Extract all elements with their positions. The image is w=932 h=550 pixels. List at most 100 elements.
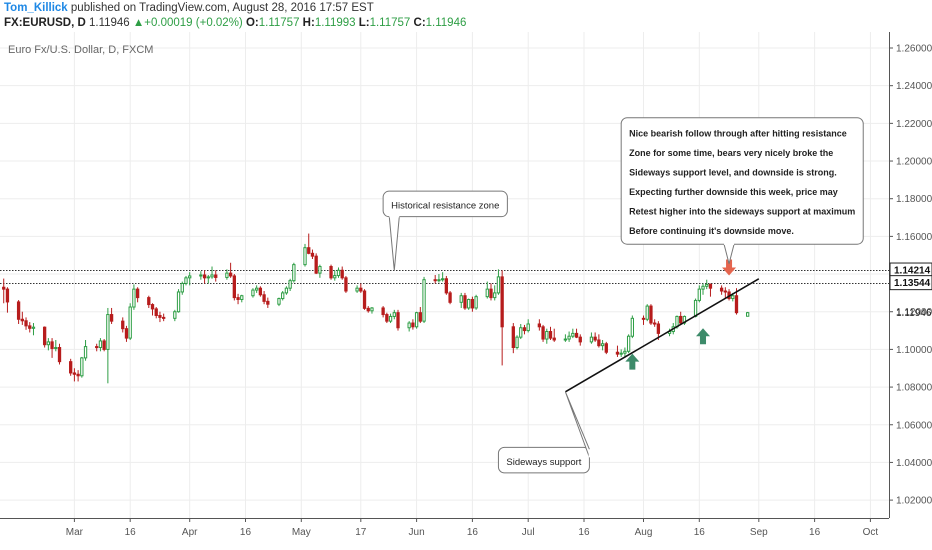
price-tick-label: 1.08000	[896, 383, 932, 394]
candle	[106, 307, 110, 384]
candle	[701, 283, 705, 295]
chart-background	[0, 32, 932, 550]
candle	[548, 326, 553, 340]
candle	[493, 285, 497, 301]
candle-body	[76, 373, 80, 377]
candle	[567, 331, 571, 342]
candle	[72, 368, 77, 382]
candle	[355, 285, 359, 293]
candle-body	[623, 350, 627, 354]
open-label: O:	[245, 17, 259, 29]
candle-body	[731, 295, 735, 300]
candles	[2, 233, 750, 384]
candle-body	[2, 286, 6, 290]
candle	[440, 272, 445, 282]
candle-body	[262, 294, 266, 302]
candle	[336, 267, 341, 278]
candle-body	[132, 288, 136, 308]
price-tick-label: 1.04000	[896, 458, 932, 469]
candle-body	[437, 279, 441, 282]
callouts: Historical resistance zone Sideways suppo…	[382, 117, 864, 474]
candle-body	[381, 307, 385, 316]
arrow-down-icon	[722, 259, 737, 276]
callout-text-line: Sideways support level, and downside is …	[629, 168, 837, 178]
callout-box	[497, 446, 590, 474]
candle	[202, 270, 207, 284]
price-chart[interactable]: Euro Fx/U.S. Dollar, D, FXCM Historical …	[0, 32, 932, 550]
candle-body	[463, 295, 467, 309]
change-value: +0.00019 (+0.02%)	[144, 17, 243, 29]
candle	[173, 309, 177, 322]
candle-body	[31, 326, 36, 329]
horizontal-levels	[0, 270, 889, 284]
publish-line: Tom_Killick published on TradingView.com…	[4, 2, 374, 14]
candle	[240, 294, 244, 303]
candle-body	[571, 332, 575, 337]
candle-body	[359, 287, 363, 292]
candle	[128, 303, 132, 340]
candle-body	[199, 274, 203, 277]
callout-text-line: Before continuing it's downside move.	[629, 226, 794, 236]
candle-body	[589, 336, 594, 343]
candle	[463, 292, 467, 310]
candle-body	[202, 274, 207, 279]
candle	[277, 297, 281, 307]
candle	[284, 286, 289, 295]
candle-body	[630, 317, 634, 337]
candle-body	[333, 275, 337, 279]
candle	[515, 335, 519, 350]
candle-body	[206, 276, 210, 279]
candle-body	[318, 266, 322, 274]
candle	[121, 317, 125, 333]
candle-body	[266, 300, 270, 305]
time-tick-label: 16	[578, 527, 590, 538]
candle-body	[303, 247, 307, 266]
candle	[719, 285, 724, 295]
candle	[597, 334, 601, 348]
candle	[366, 306, 370, 313]
arrow-up-icon	[625, 353, 640, 370]
candle	[20, 311, 24, 325]
candle	[236, 293, 240, 305]
candle-body	[72, 372, 77, 375]
candle-body	[619, 352, 623, 355]
candle-body	[95, 346, 99, 349]
candle-body	[385, 314, 389, 322]
candle	[571, 328, 575, 339]
candle	[184, 275, 188, 286]
candle	[615, 345, 620, 357]
ohlc-line: FX:EURUSD, D 1.11946 ▲+0.00019 (+0.02%) …	[4, 17, 466, 29]
candle-body	[158, 315, 162, 318]
candle	[255, 285, 259, 293]
candle	[292, 262, 296, 283]
candle	[645, 304, 649, 322]
candle-body	[109, 314, 114, 322]
candle-body	[362, 290, 367, 309]
candle-body	[552, 337, 556, 341]
callout-text-line: Nice bearish follow through after hittin…	[629, 129, 847, 139]
price-axis[interactable]: 1.26000 1.24000 1.22000 1.20000 1.18000 1.160…	[889, 32, 932, 518]
candle	[150, 303, 155, 316]
candle	[24, 317, 28, 330]
candle	[396, 309, 400, 331]
candle	[31, 323, 36, 336]
candle	[80, 356, 84, 378]
candle	[392, 309, 396, 320]
candle-body	[54, 347, 58, 350]
last-price-label: 1.11946	[896, 308, 932, 319]
time-axis[interactable]: Mar 16 Apr 16 May 17 Jun 16 Jul 16 Aug 16 Sep 16 Oct	[0, 518, 889, 538]
candle-body	[277, 298, 281, 305]
candle	[679, 311, 683, 325]
time-tick-label: 16	[125, 527, 137, 538]
candle	[281, 291, 285, 301]
candle	[418, 307, 422, 324]
author-link[interactable]: Tom_Killick	[4, 2, 68, 14]
close-label: C:	[413, 17, 426, 29]
candle-body	[474, 296, 478, 309]
candle-body	[433, 279, 437, 282]
candle	[653, 319, 657, 327]
candle-body	[46, 341, 51, 346]
candle-body	[545, 331, 549, 340]
candle	[370, 307, 374, 314]
candle	[180, 281, 184, 295]
